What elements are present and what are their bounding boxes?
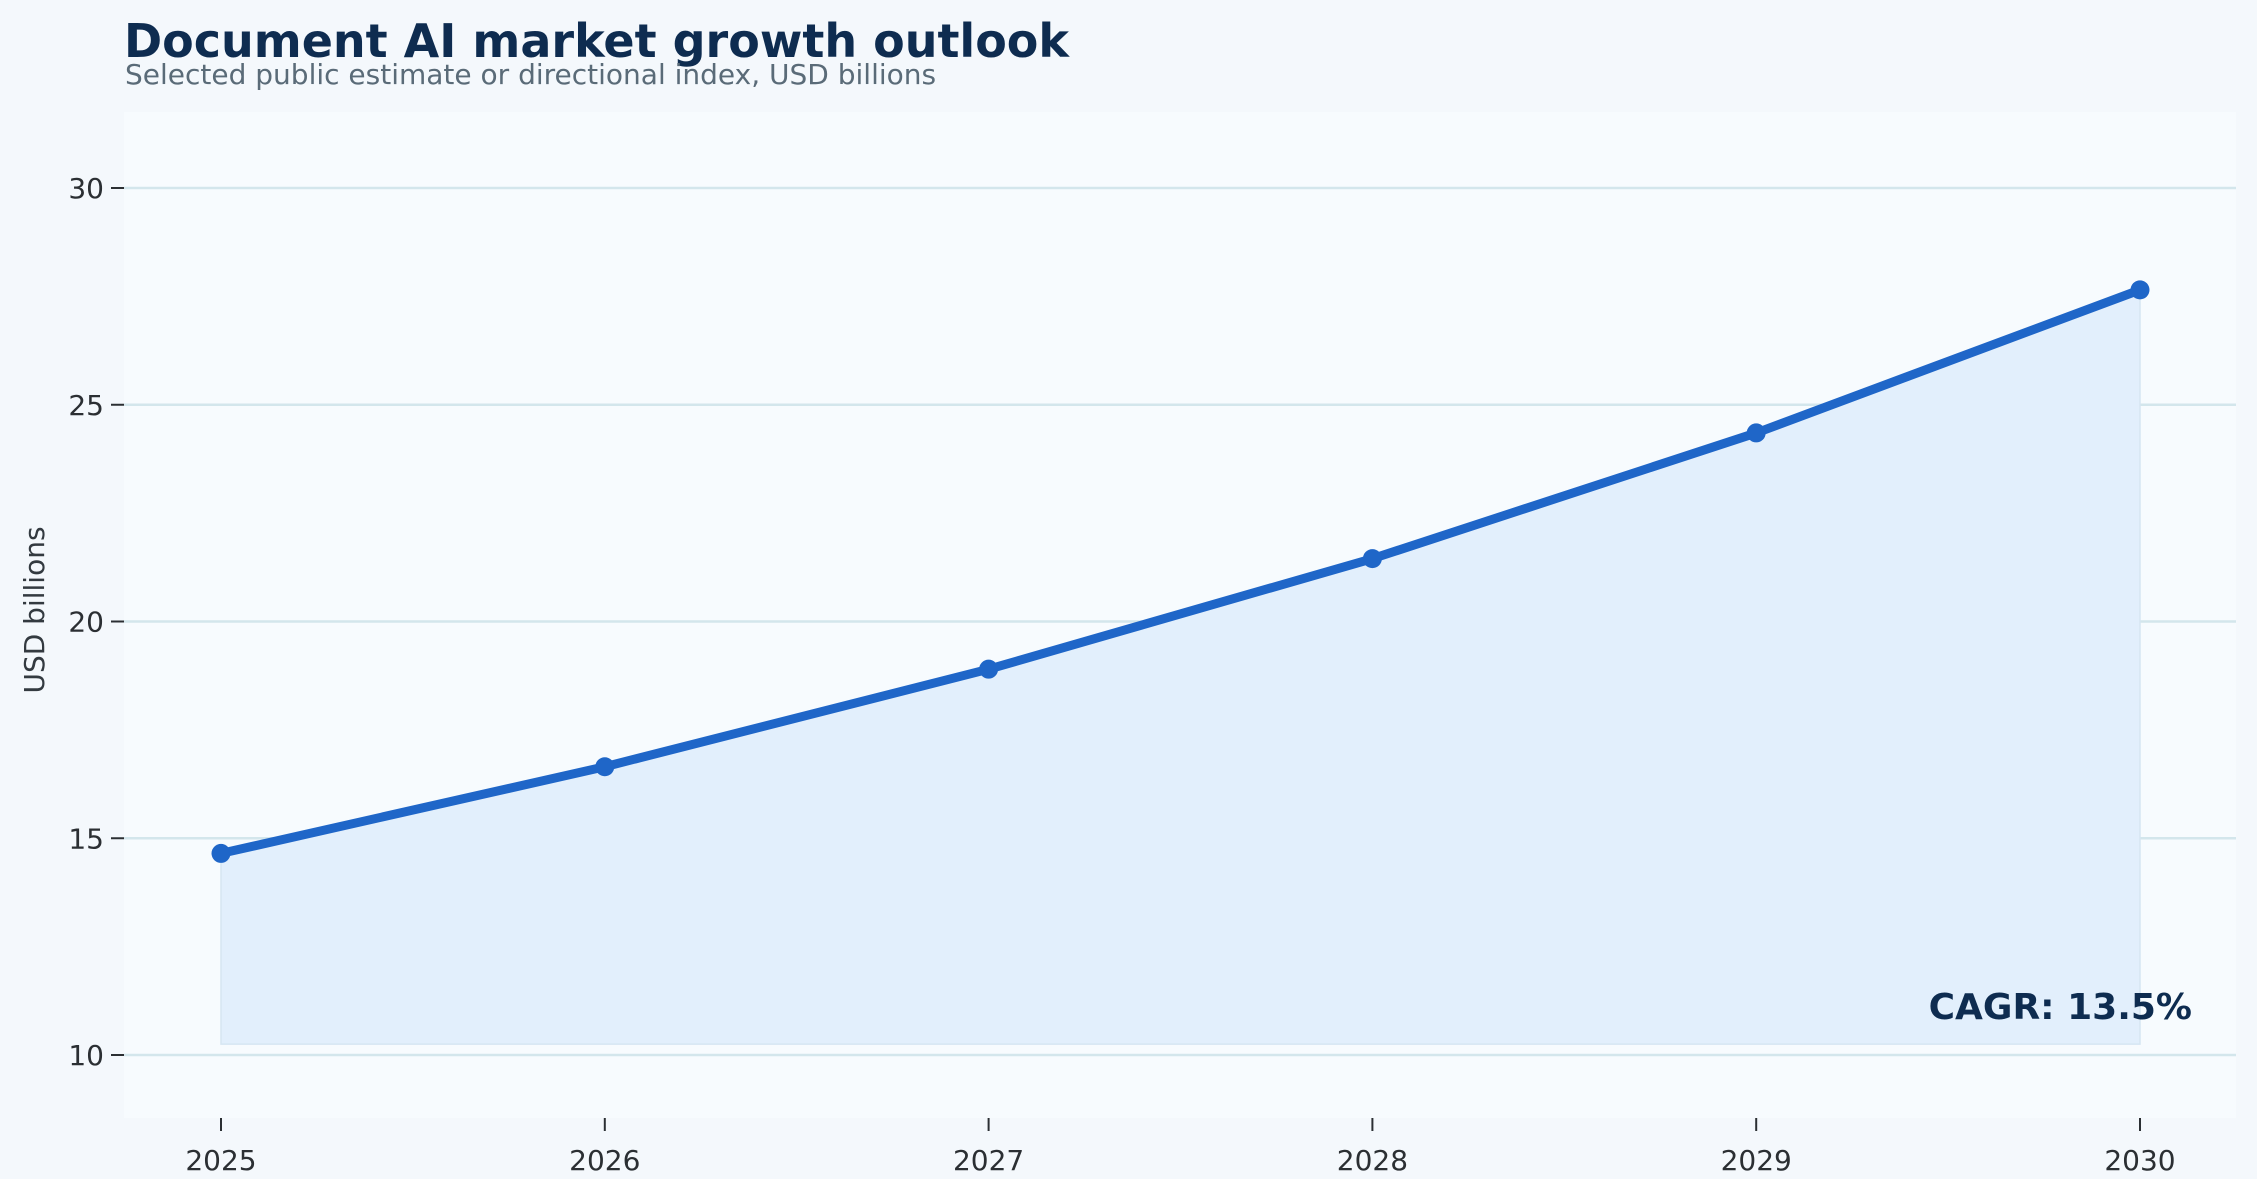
- data-point-2028: [1362, 549, 1382, 569]
- chart-title: Document AI market growth outlook: [124, 14, 1069, 68]
- y-axis-ticks: 10 15 20 25 30: [68, 172, 124, 1072]
- y-tick-label: 20: [68, 606, 104, 639]
- data-point-2030: [2130, 280, 2150, 300]
- series-line: [216, 285, 2145, 858]
- x-tick-label: 2026: [569, 1144, 640, 1177]
- data-point-2025: [211, 843, 231, 863]
- x-tick-label: 2029: [1721, 1144, 1792, 1177]
- x-tick-label: 2027: [953, 1144, 1024, 1177]
- y-tick-label: 15: [68, 822, 104, 855]
- data-point-2029: [1746, 423, 1766, 443]
- data-points: [211, 280, 2150, 863]
- y-axis-label: USD billions: [18, 526, 51, 693]
- cagr-annotation: CAGR: 13.5%: [1929, 987, 2192, 1028]
- y-tick-label: 25: [68, 389, 104, 422]
- x-tick-label: 2025: [185, 1144, 256, 1177]
- data-point-2026: [595, 757, 615, 777]
- x-tick-label: 2028: [1337, 1144, 1408, 1177]
- x-axis-ticks: 2025 2026 2027 2028 2029 2030: [185, 1118, 2176, 1177]
- y-tick-label: 10: [68, 1039, 104, 1072]
- y-tick-label: 30: [68, 172, 104, 205]
- x-tick-label: 2030: [2104, 1144, 2175, 1177]
- series-lines: [216, 285, 2145, 858]
- data-point-2027: [979, 659, 999, 679]
- chart-subtitle: Selected public estimate or directional …: [125, 58, 937, 91]
